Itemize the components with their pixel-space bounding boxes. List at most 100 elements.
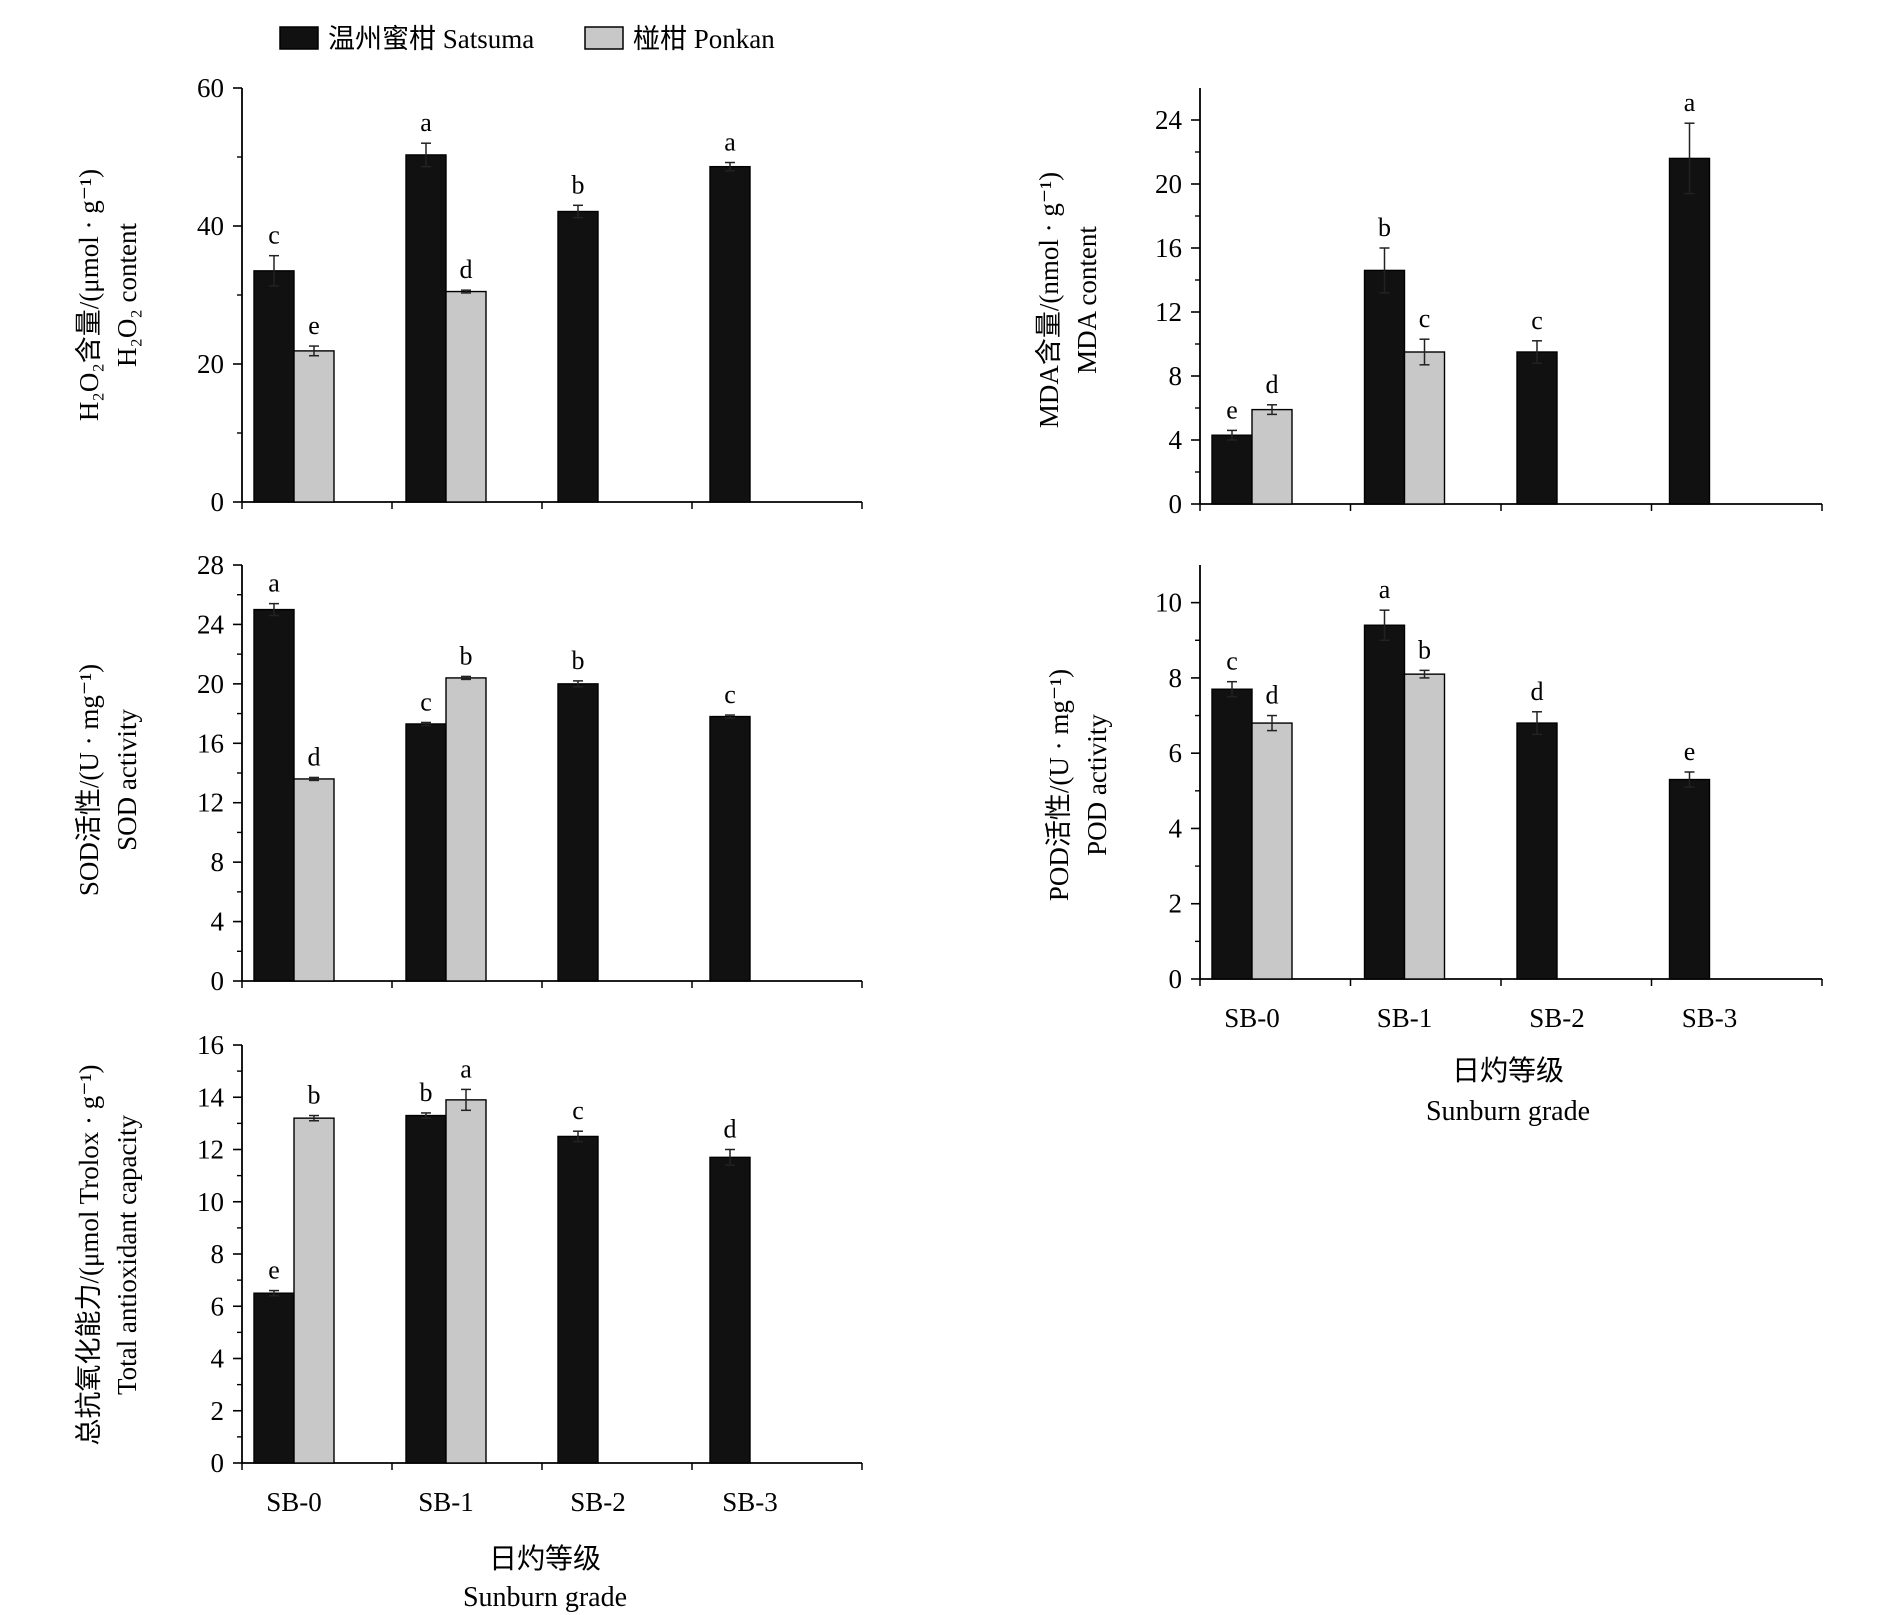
bar <box>1251 408 1293 505</box>
bar <box>405 723 447 982</box>
significance-label: d <box>1266 681 1279 710</box>
bar <box>445 677 487 982</box>
y-axis-title-zh: H₂O₂含量/(μmol · g⁻¹) <box>74 169 104 421</box>
y-tick-label: 12 <box>197 788 224 818</box>
y-axis-title: SOD活性/(U · mg⁻¹) SOD activity <box>74 664 142 896</box>
x-tick-label: SB-2 <box>570 1487 626 1517</box>
y-axis-title-zh: POD活性/(U · mg⁻¹) <box>1044 669 1074 901</box>
x-tick-label: SB-2 <box>1529 1003 1585 1033</box>
significance-label: d <box>724 1115 737 1144</box>
x-tick-label: SB-3 <box>1682 1003 1738 1033</box>
x-tick-label: SB-0 <box>1224 1003 1280 1033</box>
y-tick-label: 6 <box>211 1291 225 1321</box>
y-tick-label: 10 <box>197 1187 224 1217</box>
x-tick-label: SB-3 <box>722 1487 778 1517</box>
y-tick-label: 6 <box>1169 738 1183 768</box>
panel-mda: MDA含量/(nmol · g⁻¹) MDA content 0 4 8 12 16 20… <box>1034 88 1823 519</box>
significance-label: c <box>572 1096 584 1125</box>
y-tick-label: 0 <box>1169 964 1183 994</box>
y-tick-label: 12 <box>197 1135 224 1165</box>
significance-label: d <box>308 742 321 771</box>
significance-label: b <box>572 170 585 199</box>
legend-label-ponkan: 椪柑 Ponkan <box>633 24 775 54</box>
bar <box>1668 157 1711 505</box>
significance-label: a <box>724 128 736 157</box>
significance-label: c <box>1419 304 1431 333</box>
y-tick-label: 0 <box>1169 489 1183 519</box>
significance-label: b <box>460 641 473 670</box>
y-tick-label: 20 <box>197 349 224 379</box>
x-tick-label: SB-1 <box>1377 1003 1433 1033</box>
x-axis-title-en: Sunburn grade <box>463 1582 627 1613</box>
bar <box>405 1114 447 1464</box>
bar <box>1251 722 1293 980</box>
y-tick-label: 2 <box>1169 889 1183 919</box>
bar <box>1211 434 1253 505</box>
bar <box>293 350 335 503</box>
bar <box>557 210 599 503</box>
bar <box>293 1117 335 1464</box>
y-tick-label: 8 <box>211 847 225 877</box>
y-axis-title-zh: MDA含量/(nmol · g⁻¹) <box>1034 172 1064 428</box>
bar <box>445 1099 487 1464</box>
bar <box>557 1135 599 1464</box>
y-tick-label: 4 <box>1169 425 1183 455</box>
legend-swatch-satsuma <box>279 26 319 50</box>
bar <box>709 1156 751 1464</box>
y-tick-label: 20 <box>1155 169 1182 199</box>
y-axis-title: POD活性/(U · mg⁻¹) POD activity <box>1044 669 1112 901</box>
y-tick-label: 4 <box>1169 813 1183 843</box>
bar <box>1403 673 1446 980</box>
x-axis-title-en: Sunburn grade <box>1426 1096 1590 1127</box>
significance-label: b <box>308 1081 321 1110</box>
y-tick-label: 20 <box>197 669 224 699</box>
y-tick-label: 0 <box>211 1448 225 1478</box>
y-axis-title: H₂O₂含量/(μmol · g⁻¹) H₂O₂ content <box>74 169 142 421</box>
bar <box>253 1292 295 1464</box>
panel-sod: SOD活性/(U · mg⁻¹) SOD activity 0 4 8 12 16 20 2… <box>74 550 863 996</box>
significance-label: b <box>572 646 585 675</box>
x-axis-title-zh: 日灼等级 <box>489 1543 601 1575</box>
significance-label: a <box>268 569 280 598</box>
bar <box>1516 722 1558 980</box>
significance-label: e <box>268 1256 280 1285</box>
significance-label: a <box>1684 88 1696 117</box>
significance-label: c <box>268 221 280 250</box>
significance-label: d <box>1266 370 1279 399</box>
x-axis-title-zh: 日灼等级 <box>1452 1055 1564 1087</box>
x-tick-label: SB-0 <box>266 1487 322 1517</box>
y-tick-label: 16 <box>1155 233 1182 263</box>
bar <box>253 608 295 982</box>
y-axis-title-en: MDA content <box>1072 226 1102 374</box>
legend: 温州蜜柑 Satsuma 椪柑 Ponkan <box>279 24 775 54</box>
y-tick-label: 0 <box>211 487 225 517</box>
bar <box>293 778 335 982</box>
bar <box>405 154 447 503</box>
bar <box>709 715 751 982</box>
y-tick-label: 40 <box>197 211 224 241</box>
legend-label-satsuma: 温州蜜柑 Satsuma <box>328 24 534 54</box>
y-tick-label: 60 <box>197 73 224 103</box>
bar <box>1363 624 1406 980</box>
bar <box>445 290 487 503</box>
significance-label: a <box>460 1054 472 1083</box>
y-axis-title-en: H₂O₂ content <box>112 222 142 367</box>
significance-label: a <box>1379 575 1391 604</box>
y-axis-title: MDA含量/(nmol · g⁻¹) MDA content <box>1034 172 1102 428</box>
significance-label: c <box>724 680 736 709</box>
y-tick-label: 8 <box>1169 361 1183 391</box>
panel-h2o2: H₂O₂含量/(μmol · g⁻¹) H₂O₂ content 0 20 40 60… <box>74 73 863 517</box>
y-tick-label: 2 <box>211 1396 225 1426</box>
bar <box>1211 688 1253 980</box>
significance-label: c <box>1226 647 1238 676</box>
y-tick-label: 8 <box>211 1239 225 1269</box>
significance-label: b <box>1378 213 1391 242</box>
bar <box>1668 778 1711 980</box>
y-axis-title: 总抗氧化能力/(μmol Trolox · g⁻¹) Total antioxi… <box>74 1064 142 1445</box>
y-axis-title-en: POD activity <box>1082 714 1112 856</box>
significance-label: b <box>420 1078 433 1107</box>
panel-tac: 总抗氧化能力/(μmol Trolox · g⁻¹) Total antioxi… <box>74 1030 863 1613</box>
y-tick-label: 24 <box>197 609 225 639</box>
legend-swatch-ponkan <box>584 26 624 50</box>
y-tick-label: 14 <box>197 1082 225 1112</box>
